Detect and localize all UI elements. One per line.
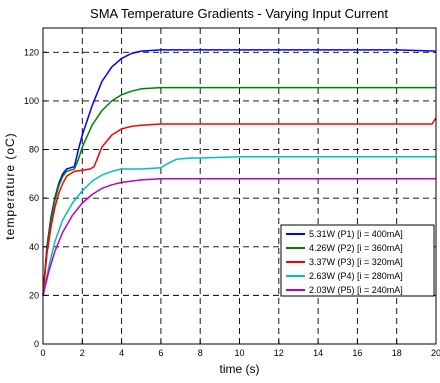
series-line-p1 — [42, 49, 437, 296]
plot-frame — [42, 27, 437, 345]
x-axis-label: time (s) — [220, 362, 260, 376]
legend-entry: 2.03W (P5) [i = 240mA] — [309, 285, 403, 295]
x-tick-label: 12 — [274, 348, 284, 358]
x-tick-label: 4 — [119, 348, 124, 358]
series-line-p2 — [42, 86, 436, 296]
y-tick-label: 40 — [29, 242, 39, 252]
y-axis-label: temperature (oC) — [3, 132, 17, 239]
x-tick-label: 16 — [352, 348, 362, 358]
x-tick-label: 2 — [80, 348, 85, 358]
series-line-p5 — [42, 177, 436, 296]
series-line-p3 — [42, 117, 437, 296]
legend-entry: 4.26W (P2) [i = 360mA] — [309, 243, 403, 253]
series-lines — [42, 49, 437, 296]
x-tick-label: 20 — [431, 348, 440, 358]
y-tick-label: 100 — [24, 96, 39, 106]
legend-entry: 5.31W (P1) [i = 400mA] — [309, 229, 403, 239]
chart-title: SMA Temperature Gradients - Varying Inpu… — [90, 6, 388, 21]
x-tick-label: 8 — [198, 348, 203, 358]
legend: 5.31W (P1) [i = 400mA] 4.26W (P2) [i = 36… — [280, 224, 435, 297]
y-tick-label: 80 — [29, 145, 39, 155]
legend-box — [280, 224, 435, 297]
grid — [43, 28, 436, 344]
x-tick-label: 18 — [392, 348, 402, 358]
legend-entry: 3.37W (P3) [i = 320mA] — [309, 257, 403, 267]
x-tick-label: 0 — [40, 348, 45, 358]
series-line-p4 — [42, 156, 436, 296]
y-tick-label: 20 — [29, 290, 39, 300]
y-tick-label: 60 — [29, 193, 39, 203]
x-tick-label: 6 — [158, 348, 163, 358]
x-tick-label: 10 — [234, 348, 244, 358]
y-tick-label: 120 — [24, 47, 39, 57]
y-tick-label: 0 — [34, 339, 39, 349]
legend-entry: 2.63W (P4) [i = 280mA] — [309, 271, 403, 281]
axis-ticks: 0 2 4 6 8 10 12 14 16 18 20 0 20 40 60 80 100 120 — [24, 47, 440, 358]
x-tick-label: 14 — [313, 348, 323, 358]
